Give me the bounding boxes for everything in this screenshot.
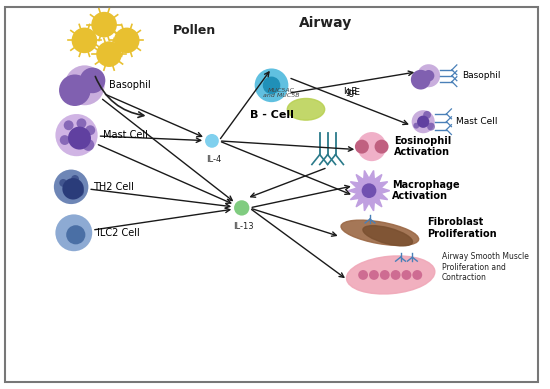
Circle shape xyxy=(412,270,422,280)
Circle shape xyxy=(375,140,388,154)
Circle shape xyxy=(65,65,104,105)
Circle shape xyxy=(96,41,122,67)
Circle shape xyxy=(355,140,369,154)
Circle shape xyxy=(68,126,91,149)
Circle shape xyxy=(427,123,435,131)
Circle shape xyxy=(56,114,97,156)
Circle shape xyxy=(65,65,104,105)
Circle shape xyxy=(72,28,97,53)
Circle shape xyxy=(417,116,430,128)
Circle shape xyxy=(75,30,94,50)
Circle shape xyxy=(64,120,74,130)
Circle shape xyxy=(414,123,419,129)
Circle shape xyxy=(205,134,219,148)
Text: IgE: IgE xyxy=(346,88,360,97)
Circle shape xyxy=(75,76,94,95)
Circle shape xyxy=(380,270,390,280)
Circle shape xyxy=(423,70,434,81)
Circle shape xyxy=(54,170,89,204)
Text: Mast Cell: Mast Cell xyxy=(456,117,498,126)
Circle shape xyxy=(59,74,91,106)
Circle shape xyxy=(412,110,434,133)
Circle shape xyxy=(82,139,94,151)
Circle shape xyxy=(263,77,280,94)
Circle shape xyxy=(94,15,114,35)
Circle shape xyxy=(60,135,70,145)
Text: B - Cell: B - Cell xyxy=(250,110,294,120)
Circle shape xyxy=(71,175,79,183)
Circle shape xyxy=(390,270,400,280)
Circle shape xyxy=(423,111,431,119)
Text: ILC2 Cell: ILC2 Cell xyxy=(97,228,140,238)
Text: IgE: IgE xyxy=(343,87,357,96)
Text: IL-13: IL-13 xyxy=(233,223,254,231)
Ellipse shape xyxy=(346,256,435,294)
Text: Eosinophil
Activation: Eosinophil Activation xyxy=(394,136,452,158)
Text: Pollen: Pollen xyxy=(173,24,216,37)
Circle shape xyxy=(66,225,85,244)
Circle shape xyxy=(76,118,86,128)
Circle shape xyxy=(234,200,249,216)
Circle shape xyxy=(56,214,92,251)
Ellipse shape xyxy=(341,220,419,245)
Text: Fibroblast
Proliferation: Fibroblast Proliferation xyxy=(427,217,497,239)
Circle shape xyxy=(91,12,117,37)
Circle shape xyxy=(85,125,95,135)
Polygon shape xyxy=(348,170,390,211)
Ellipse shape xyxy=(287,98,324,120)
Circle shape xyxy=(358,270,368,280)
FancyBboxPatch shape xyxy=(4,7,538,382)
Circle shape xyxy=(412,110,434,133)
Text: Basophil: Basophil xyxy=(109,80,151,90)
Circle shape xyxy=(59,179,67,187)
Circle shape xyxy=(402,270,411,280)
Text: Mast Cell: Mast Cell xyxy=(102,130,147,140)
Circle shape xyxy=(417,64,440,87)
Text: Basophil: Basophil xyxy=(462,71,501,80)
Circle shape xyxy=(362,183,376,198)
Circle shape xyxy=(56,114,97,156)
Circle shape xyxy=(99,44,119,64)
Ellipse shape xyxy=(363,226,412,246)
Circle shape xyxy=(80,68,106,93)
Circle shape xyxy=(357,132,386,161)
Text: TH2 Cell: TH2 Cell xyxy=(94,182,134,192)
Circle shape xyxy=(74,187,84,197)
Circle shape xyxy=(411,70,431,89)
Text: IL-4: IL-4 xyxy=(206,155,222,164)
Text: Macrophage
Activation: Macrophage Activation xyxy=(392,180,460,202)
Circle shape xyxy=(62,178,84,200)
Circle shape xyxy=(54,170,89,204)
Circle shape xyxy=(117,30,136,50)
Text: MUC5AC
and MUC5B: MUC5AC and MUC5B xyxy=(263,88,300,98)
Circle shape xyxy=(114,28,140,53)
Text: Airway: Airway xyxy=(299,16,353,30)
Circle shape xyxy=(369,270,379,280)
Circle shape xyxy=(417,64,440,87)
Text: Airway Smooth Muscle
Proliferation and
Contraction: Airway Smooth Muscle Proliferation and C… xyxy=(442,252,529,282)
Circle shape xyxy=(56,214,92,251)
Circle shape xyxy=(255,68,288,102)
